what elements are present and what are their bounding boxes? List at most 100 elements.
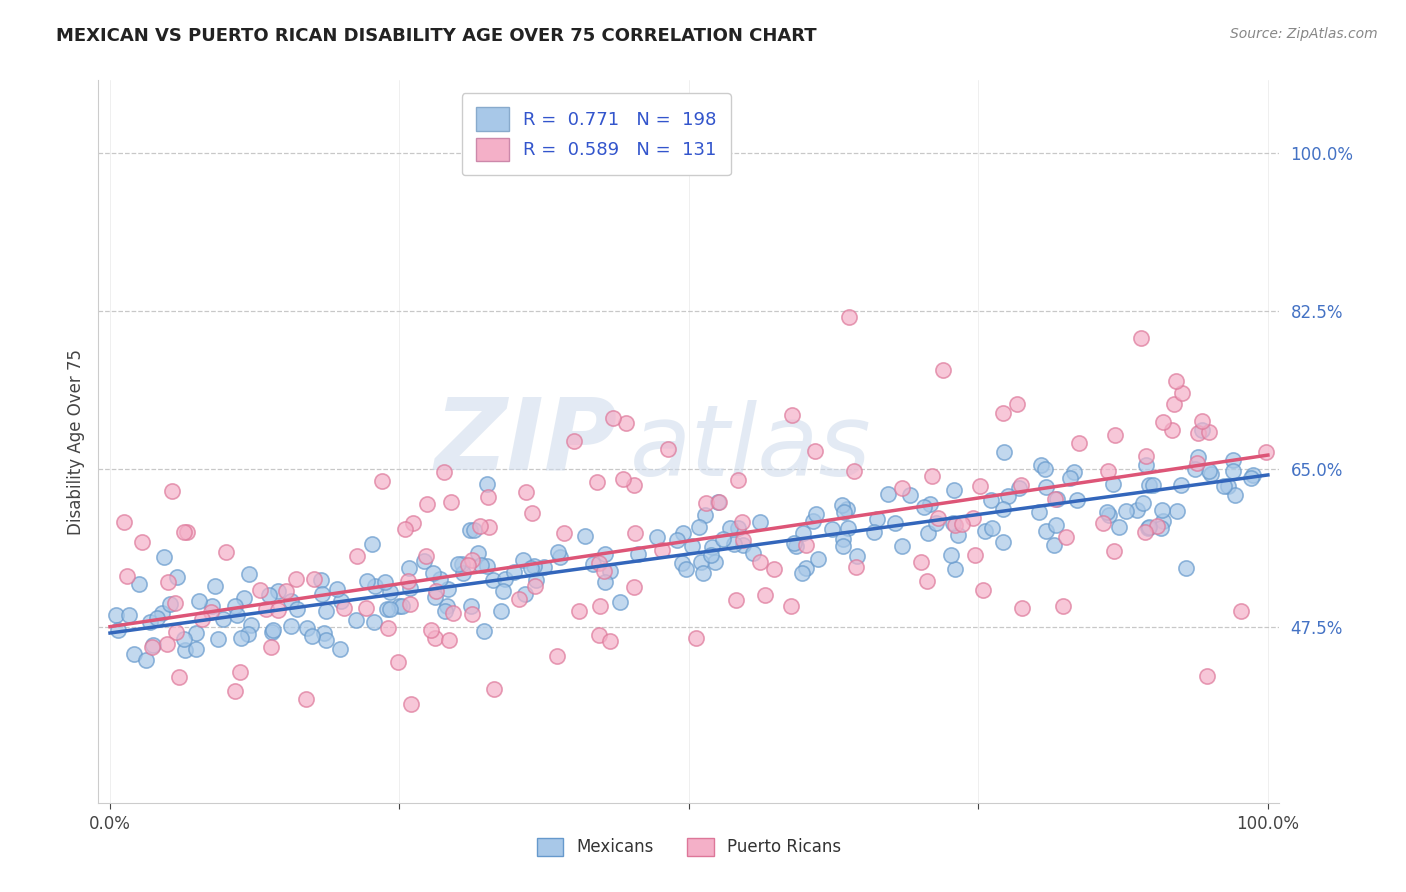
Point [128,577,150,591]
Point [512,553,534,567]
Text: MEXICAN VS PUERTO RICAN DISABILITY AGE OVER 75 CORRELATION CHART: MEXICAN VS PUERTO RICAN DISABILITY AGE O… [56,27,817,45]
Point [361,537,384,551]
Point [1195,669,1218,683]
Point [1102,544,1125,558]
Point [470,558,492,572]
Point [1098,508,1121,522]
Point [946,527,969,541]
Point [107,623,129,637]
Point [184,641,207,656]
Point [1256,444,1278,458]
Point [921,469,943,483]
Point [804,444,827,458]
Point [135,653,157,667]
Point [472,624,495,639]
Point [785,539,807,553]
Point [943,483,966,498]
Legend: Mexicans, Puerto Ricans: Mexicans, Puerto Ricans [530,831,848,863]
Point [599,564,621,578]
Point [1175,561,1198,575]
Point [1198,425,1220,439]
Point [1102,477,1125,491]
Point [315,632,337,647]
Point [425,584,447,599]
Point [1043,538,1066,552]
Point [547,545,569,559]
Point [1029,458,1052,472]
Point [142,638,165,652]
Point [748,516,770,530]
Point [690,555,713,569]
Point [792,525,814,540]
Point [460,599,482,613]
Point [1091,516,1114,530]
Point [415,497,437,511]
Point [706,495,728,509]
Point [399,697,422,711]
Point [1166,504,1188,518]
Point [1133,525,1156,540]
Point [588,557,610,571]
Point [520,506,543,520]
Point [176,525,198,540]
Point [1066,493,1088,508]
Point [1216,479,1239,493]
Point [1108,520,1130,534]
Point [927,511,949,525]
Point [730,515,752,529]
Point [394,522,416,536]
Point [991,502,1014,516]
Point [257,588,280,602]
Point [1045,517,1067,532]
Point [980,493,1002,508]
Point [402,516,425,530]
Point [585,475,607,490]
Point [422,566,444,580]
Point [280,594,302,608]
Point [837,520,859,534]
Point [1046,491,1069,506]
Text: Source: ZipAtlas.com: Source: ZipAtlas.com [1230,27,1378,41]
Point [377,622,399,636]
Point [657,442,679,456]
Point [1241,467,1264,482]
Point [1170,478,1192,492]
Point [794,538,817,552]
Point [1011,601,1033,615]
Point [115,569,138,583]
Point [461,607,484,621]
Point [807,551,830,566]
Point [602,411,624,425]
Point [918,498,941,512]
Point [1187,425,1209,440]
Point [173,632,195,647]
Point [741,546,763,560]
Point [593,547,616,561]
Point [297,621,319,635]
Point [754,588,776,602]
Point [150,606,173,620]
Point [433,465,456,479]
Point [451,566,474,580]
Point [1063,465,1085,479]
Point [671,557,693,571]
Point [835,502,858,516]
Point [891,539,914,553]
Point [451,557,474,571]
Point [1230,604,1253,618]
Point [711,532,734,546]
Point [231,631,253,645]
Point [832,533,855,547]
Point [1163,397,1185,411]
Point [1115,504,1137,518]
Point [917,526,939,541]
Point [1152,415,1174,429]
Point [546,649,568,664]
Point [174,642,197,657]
Point [623,478,645,492]
Point [285,602,308,616]
Point [612,471,634,485]
Point [1137,478,1160,492]
Point [973,524,995,539]
Point [553,525,575,540]
